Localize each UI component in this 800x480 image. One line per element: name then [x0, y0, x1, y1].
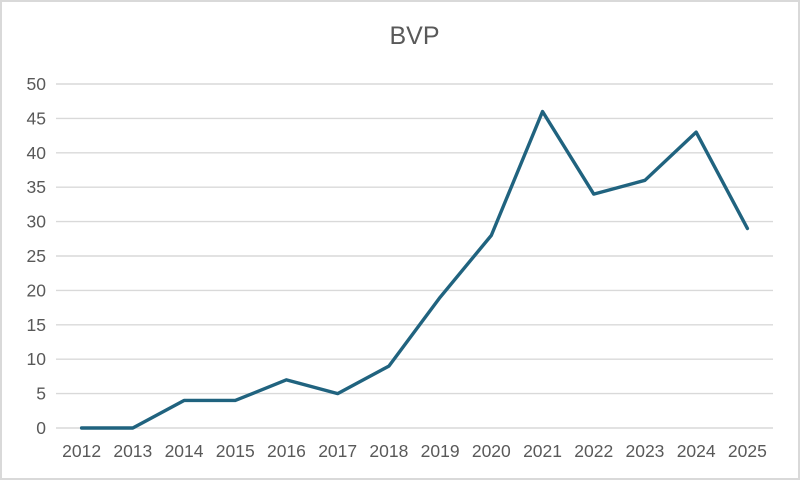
chart-title: BVP [389, 22, 439, 50]
y-tick-label: 40 [27, 143, 47, 163]
y-tick-label: 45 [27, 108, 46, 128]
y-tick-label: 15 [27, 315, 46, 335]
x-tick-label: 2023 [625, 441, 664, 461]
y-tick-label: 0 [36, 418, 46, 438]
x-tick-label: 2022 [574, 441, 613, 461]
y-tick-label: 10 [27, 349, 47, 369]
x-tick-label: 2025 [728, 441, 767, 461]
x-tick-label: 2024 [677, 441, 716, 461]
x-tick-label: 2013 [113, 441, 152, 461]
data-series [79, 109, 750, 430]
y-tick-label: 30 [27, 212, 47, 232]
x-tick-label: 2021 [523, 441, 562, 461]
x-tick-label: 2018 [369, 441, 408, 461]
x-tick-label: 2017 [318, 441, 357, 461]
y-tick-label: 35 [27, 177, 46, 197]
x-axis-tick-labels: 2012 2013 2014 2015 2016 2017 2018 2019 2020 2021… [62, 441, 767, 461]
y-tick-label: 50 [27, 74, 47, 94]
y-axis-tick-labels: 0 5 10 15 20 25 30 35 40 45 50 [27, 74, 47, 438]
y-tick-label: 5 [36, 384, 46, 404]
y-tick-label: 20 [27, 280, 47, 300]
gridlines [56, 83, 773, 429]
y-tick-label: 25 [27, 246, 46, 266]
x-tick-label: 2016 [267, 441, 306, 461]
x-tick-label: 2012 [62, 441, 101, 461]
x-tick-label: 2014 [165, 441, 204, 461]
x-tick-label: 2019 [421, 441, 460, 461]
x-tick-label: 2020 [472, 441, 511, 461]
series-line-bvp [79, 109, 750, 430]
x-tick-label: 2015 [216, 441, 255, 461]
